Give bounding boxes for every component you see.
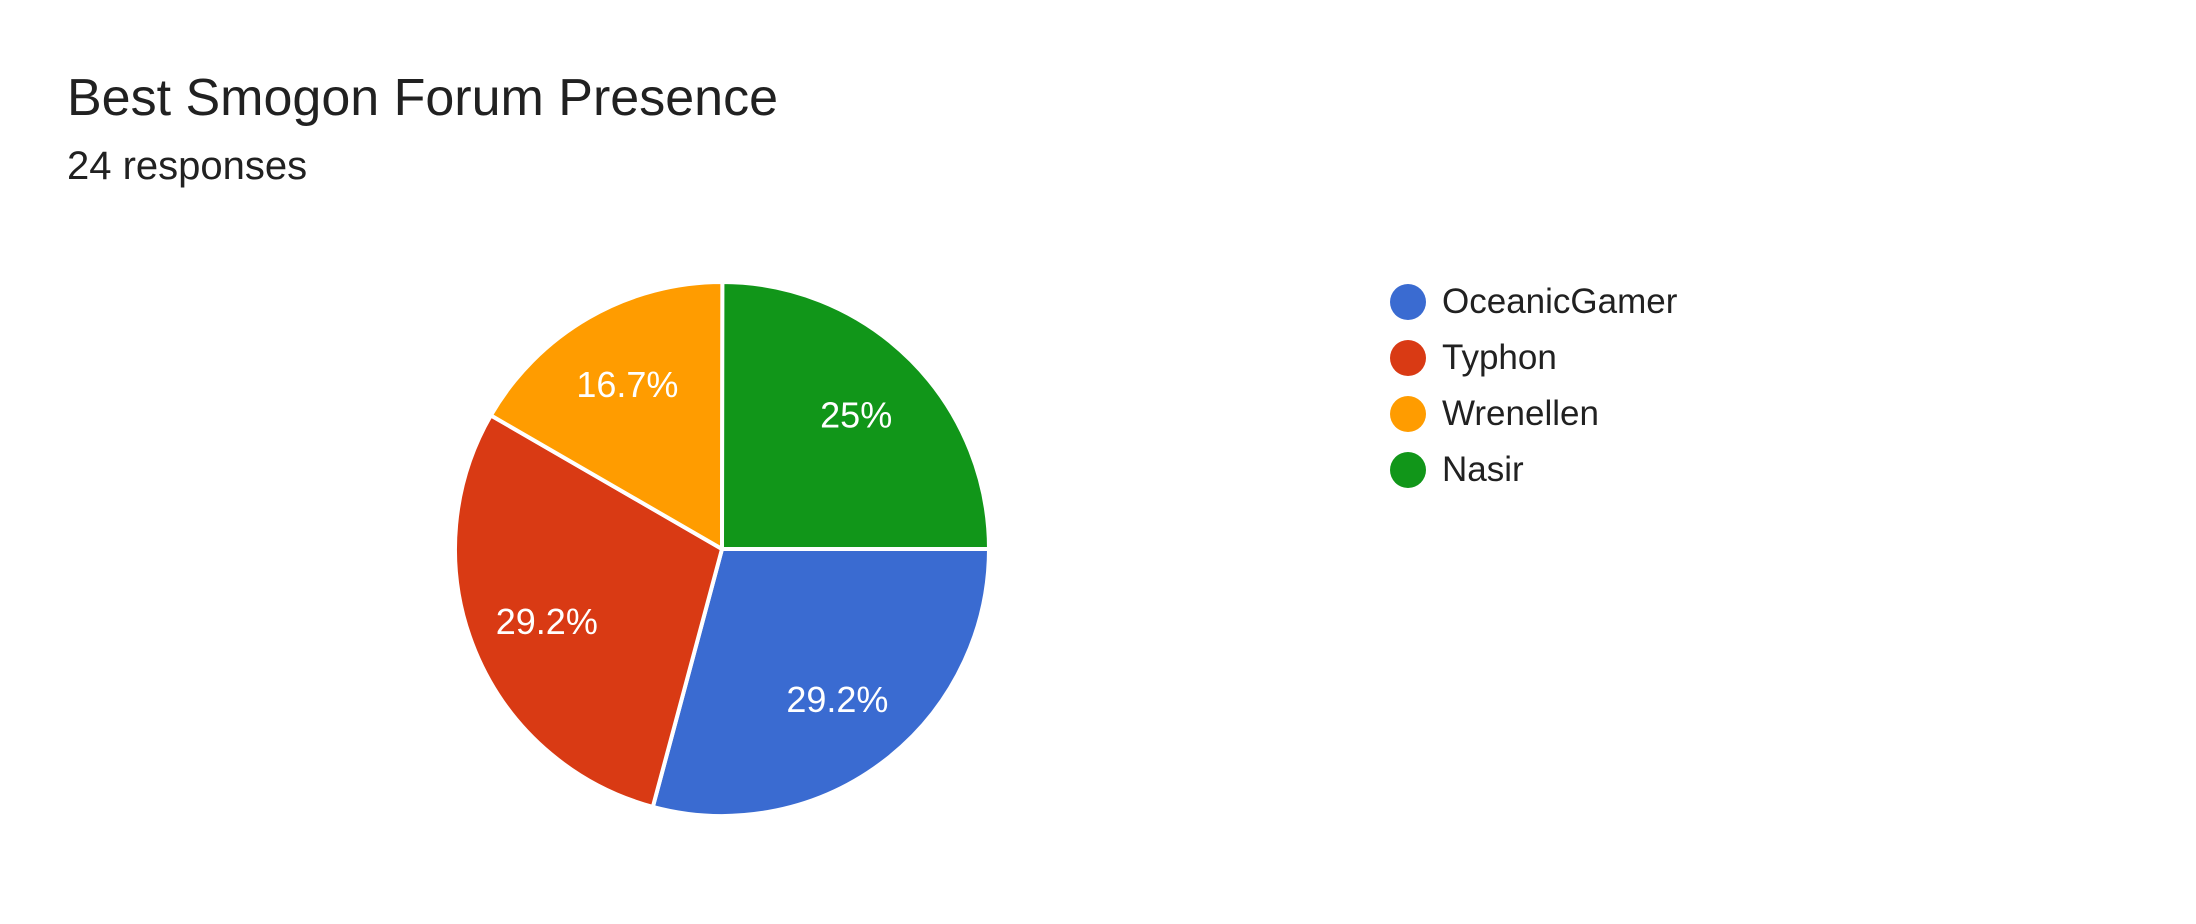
legend-swatch-icon xyxy=(1390,396,1426,432)
legend-item-nasir: Nasir xyxy=(1390,452,1677,488)
legend-label: Nasir xyxy=(1442,450,1524,489)
legend-item-typhon: Typhon xyxy=(1390,340,1677,376)
legend-item-oceanicgamer: OceanicGamer xyxy=(1390,284,1677,320)
chart-legend: OceanicGamer Typhon Wrenellen Nasir xyxy=(1390,284,1677,508)
slice-percent-label: 25% xyxy=(820,395,892,436)
pie-slice-typhon[interactable] xyxy=(453,413,724,809)
legend-swatch-icon xyxy=(1390,284,1426,320)
pie-slice-labels: 29.2% 29.2% 16.7% 25% xyxy=(496,364,892,720)
pie-chart: 29.2% 29.2% 16.7% 25% xyxy=(453,279,991,818)
legend-label: Typhon xyxy=(1442,338,1557,377)
legend-label: Wrenellen xyxy=(1442,394,1599,433)
slice-percent-label: 29.2% xyxy=(496,601,598,642)
pie-slice-nasir[interactable] xyxy=(720,280,991,551)
slice-percent-label: 29.2% xyxy=(786,679,888,720)
legend-swatch-icon xyxy=(1390,340,1426,376)
response-count: 24 responses xyxy=(67,144,308,188)
legend-label: OceanicGamer xyxy=(1442,282,1678,321)
legend-swatch-icon xyxy=(1390,452,1426,488)
pie-slice-oceanicgamer[interactable] xyxy=(650,547,991,818)
chart-title: Best Smogon Forum Presence xyxy=(67,69,778,127)
pie-slices xyxy=(453,279,991,818)
slice-percent-label: 16.7% xyxy=(576,364,678,405)
legend-item-wrenellen: Wrenellen xyxy=(1390,396,1677,432)
pie-slice-wrenellen[interactable] xyxy=(488,279,725,551)
